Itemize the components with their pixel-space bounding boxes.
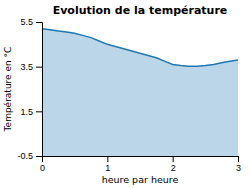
tick-mark — [36, 156, 42, 157]
tick-mark — [36, 111, 42, 112]
tick-label: 2 — [171, 163, 176, 173]
y-axis: -0.5 1.5 3.5 5.5 — [17, 17, 42, 161]
chart: 0 1 2 3 -0.5 1.5 3.5 5.5 Evolution de la tempéra… — [0, 0, 250, 188]
tick-label: 3 — [236, 163, 241, 173]
tick-label: 0 — [40, 163, 45, 173]
tick-mark — [36, 22, 42, 23]
title: Evolution de la température — [53, 4, 228, 17]
tick: 5.5 — [20, 17, 42, 27]
tick: 2 — [171, 156, 176, 173]
axis-line — [36, 23, 43, 157]
tick: 3.5 — [20, 62, 42, 72]
tick-label: 5.5 — [20, 17, 33, 27]
x-axis: 0 1 2 3 — [40, 156, 241, 173]
tick-label: -0.5 — [17, 151, 33, 161]
y-axis-title: Température en °C — [3, 47, 13, 133]
tick: -0.5 — [17, 151, 42, 161]
tick-mark — [107, 156, 108, 162]
tick-label: 1 — [105, 163, 110, 173]
tick-mark — [36, 67, 42, 68]
tick: 1.5 — [20, 107, 42, 117]
tick: 1 — [105, 156, 110, 173]
tick-mark — [173, 156, 174, 162]
tick: 3 — [236, 156, 241, 173]
x-axis-title: heure par heure — [102, 174, 179, 185]
tick-label: 1.5 — [20, 107, 33, 117]
tick-label: 3.5 — [20, 62, 33, 72]
axis-line — [43, 157, 239, 163]
line — [42, 29, 238, 67]
tick: 0 — [40, 156, 45, 173]
tick-mark — [238, 156, 239, 162]
area — [42, 29, 238, 156]
plot-area — [42, 29, 238, 156]
